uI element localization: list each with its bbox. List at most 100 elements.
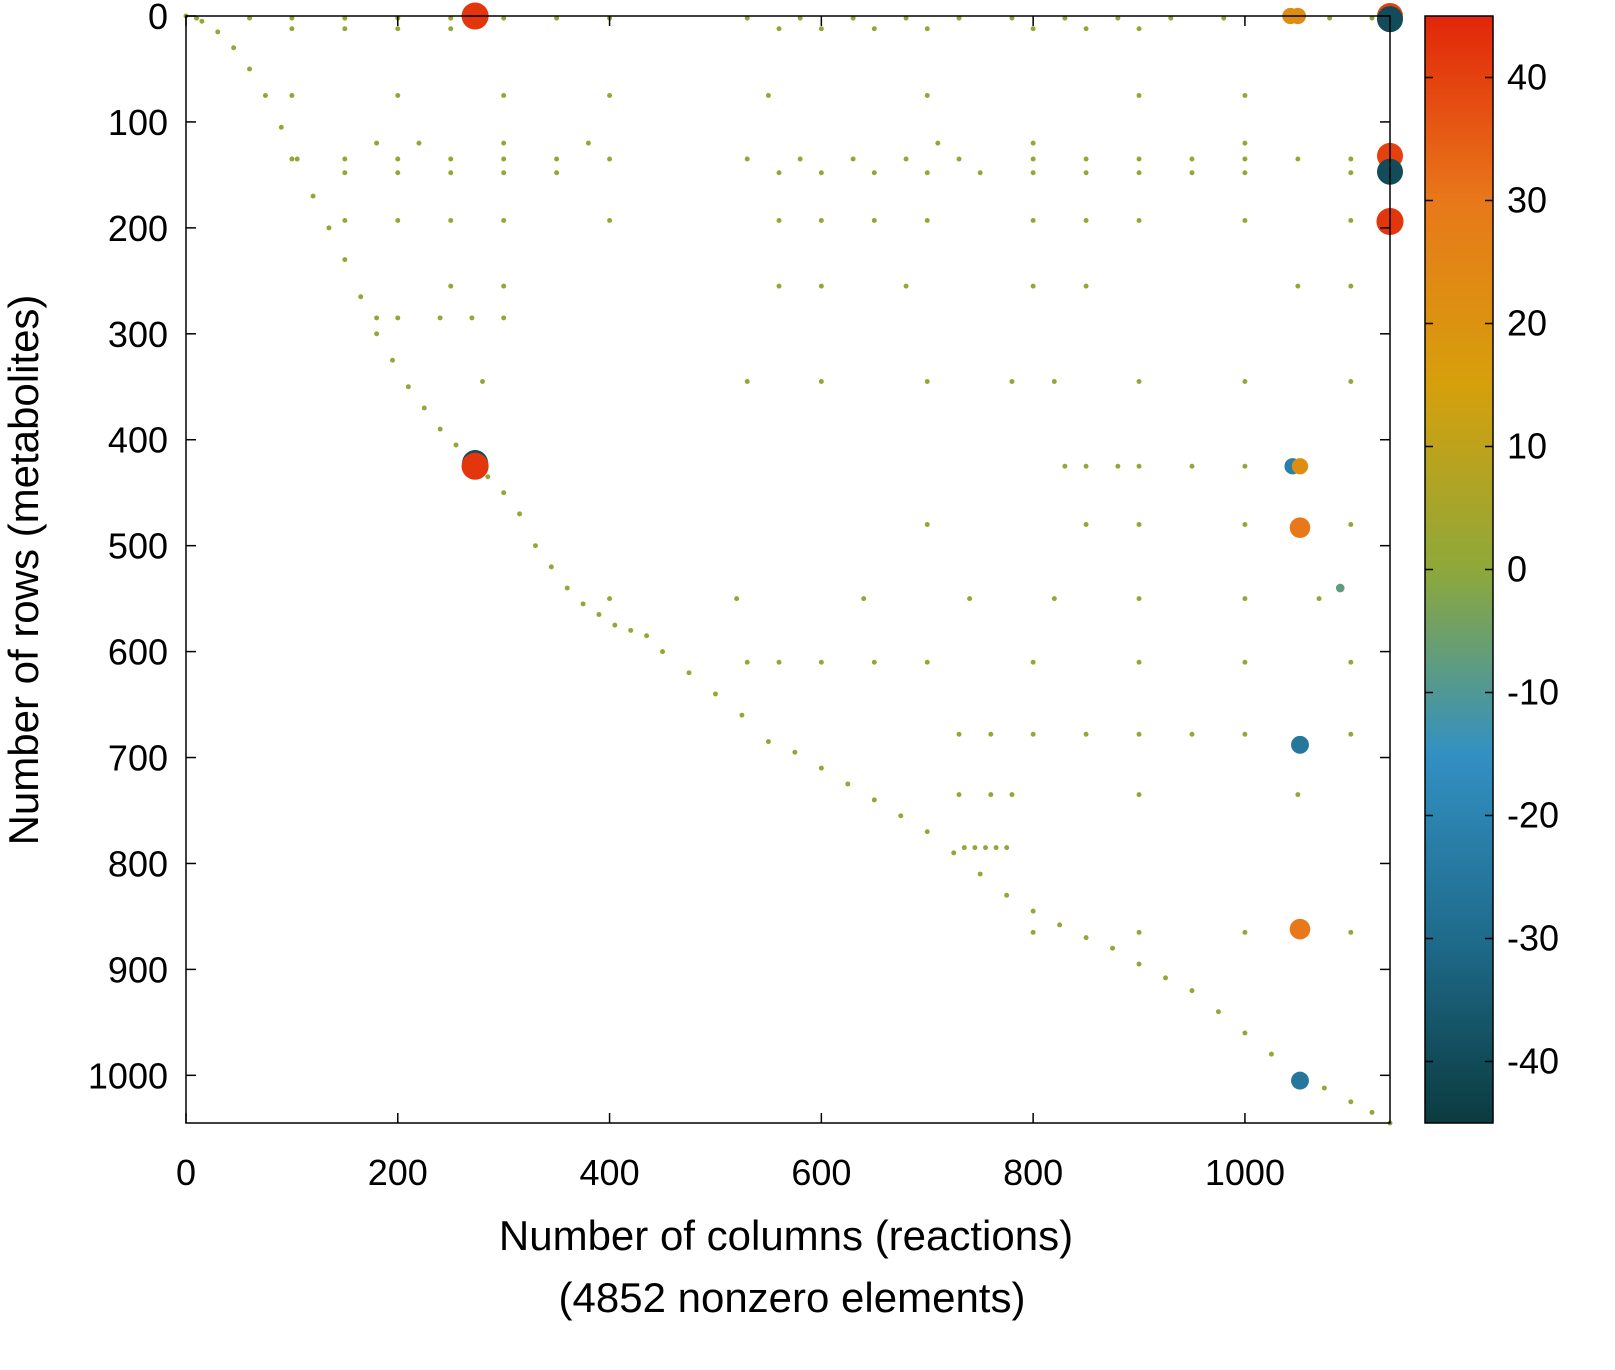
nonzero-point <box>448 170 454 176</box>
nonzero-point <box>776 283 782 289</box>
nonzero-point <box>199 18 205 24</box>
nonzero-point <box>1136 26 1142 32</box>
x-tick-label: 0 <box>176 1152 196 1193</box>
nonzero-point <box>289 156 295 162</box>
nonzero-point <box>1189 170 1195 176</box>
nonzero-point <box>1348 283 1354 289</box>
nonzero-point <box>861 596 867 602</box>
nonzero-point <box>395 156 401 162</box>
nonzero-point <box>977 170 983 176</box>
nonzero-point <box>628 627 634 633</box>
nonzero-point <box>1295 156 1301 162</box>
nonzero-point <box>1083 156 1089 162</box>
nonzero-point <box>1335 583 1345 593</box>
nonzero-point <box>1348 731 1354 737</box>
nonzero-point <box>1242 929 1248 935</box>
nonzero-point <box>660 649 665 655</box>
nonzero-point <box>596 612 602 617</box>
nonzero-point <box>612 622 618 628</box>
nonzero-point <box>924 217 930 223</box>
x-tick-label: 400 <box>580 1152 640 1193</box>
nonzero-point <box>1163 975 1168 981</box>
nonzero-point <box>231 45 237 51</box>
nonzero-point <box>580 601 586 607</box>
nonzero-point <box>1168 15 1174 21</box>
colorbar-tick-label: 20 <box>1507 303 1547 344</box>
nonzero-point <box>818 26 824 32</box>
nonzero-point <box>1030 908 1036 914</box>
nonzero-point <box>607 156 613 162</box>
nonzero-point <box>956 15 962 21</box>
nonzero-point <box>972 845 978 851</box>
nonzero-point <box>776 659 782 665</box>
nonzero-point <box>765 92 771 98</box>
nonzero-point <box>1242 522 1248 527</box>
nonzero-point <box>448 217 454 223</box>
nonzero-point <box>956 156 962 162</box>
nonzero-point <box>1030 283 1036 289</box>
nonzero-point <box>739 712 745 718</box>
nonzero-point <box>1242 217 1248 223</box>
nonzero-point <box>395 217 401 223</box>
colorbar-tick-label: -20 <box>1507 795 1559 836</box>
nonzero-point <box>1242 156 1248 162</box>
y-tick-label: 700 <box>108 738 168 779</box>
nonzero-point <box>1083 217 1089 223</box>
nonzero-point <box>1136 596 1142 602</box>
y-tick-label: 200 <box>108 208 168 249</box>
nonzero-point <box>1189 156 1195 162</box>
nonzero-point <box>1291 1071 1309 1090</box>
nonzero-point <box>1215 1009 1221 1015</box>
nonzero-point <box>1051 596 1057 602</box>
nonzero-point <box>924 170 930 176</box>
nonzero-point <box>1115 15 1121 21</box>
nonzero-point <box>374 315 380 321</box>
nonzero-point <box>850 156 856 162</box>
nonzero-point <box>924 829 930 835</box>
nonzero-point <box>1295 792 1301 798</box>
nonzero-point <box>924 659 930 665</box>
nonzero-point <box>501 283 507 289</box>
nonzero-point <box>1136 156 1142 162</box>
nonzero-point <box>1242 378 1248 384</box>
nonzero-point <box>247 15 253 21</box>
nonzero-point <box>1115 463 1121 469</box>
nonzero-point <box>951 850 957 856</box>
nonzero-point <box>850 15 856 21</box>
nonzero-point <box>1083 935 1089 941</box>
nonzero-point <box>485 474 491 480</box>
nonzero-point <box>532 543 538 549</box>
y-tick-label: 900 <box>108 949 168 990</box>
nonzero-point <box>607 596 613 602</box>
nonzero-point <box>1348 170 1354 176</box>
nonzero-point <box>903 15 909 21</box>
nonzero-point <box>1268 1051 1274 1057</box>
nonzero-point <box>924 92 930 98</box>
nonzero-point <box>1030 217 1036 223</box>
nonzero-point <box>1136 378 1142 384</box>
nonzero-point <box>1189 988 1195 994</box>
nonzero-point <box>818 765 824 771</box>
nonzero-point <box>421 405 427 411</box>
nonzero-point <box>1083 26 1089 32</box>
nonzero-point <box>554 15 560 21</box>
nonzero-point <box>448 15 454 21</box>
nonzero-point <box>416 140 422 146</box>
nonzero-point <box>395 315 401 321</box>
nonzero-point <box>1136 463 1142 469</box>
x-axis-note: (4852 nonzero elements) <box>559 1274 1026 1321</box>
nonzero-point <box>342 15 348 21</box>
nonzero-point <box>845 781 851 787</box>
nonzero-point <box>686 670 692 676</box>
colorbar-tick-label: -30 <box>1507 918 1559 959</box>
nonzero-point <box>448 156 454 162</box>
nonzero-point <box>871 26 877 32</box>
nonzero-point <box>924 378 930 384</box>
nonzero-point <box>1110 945 1116 951</box>
x-tick-label: 1000 <box>1205 1152 1285 1193</box>
nonzero-point <box>342 156 348 162</box>
nonzero-point <box>1009 15 1015 21</box>
nonzero-point <box>956 792 962 798</box>
nonzero-point <box>289 15 295 21</box>
